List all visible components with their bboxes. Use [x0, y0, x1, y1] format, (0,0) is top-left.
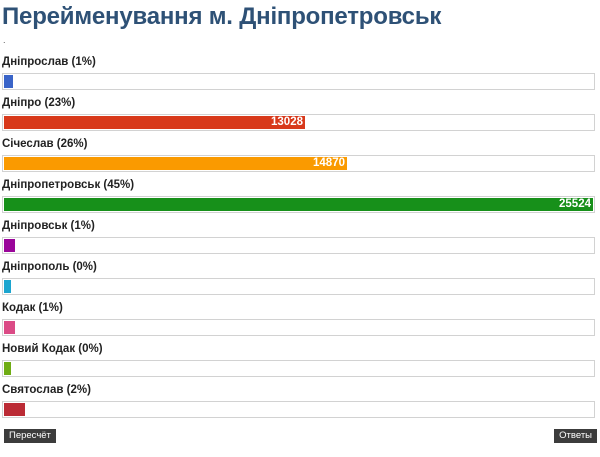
poll-option: Святослав (2%) [0, 384, 598, 425]
option-bar [4, 321, 15, 334]
option-vote-count: 13028 [271, 116, 303, 128]
answers-button[interactable]: Ответы [554, 429, 597, 443]
option-label: Дніпропетровськ (45%) [2, 179, 135, 191]
option-bar-track: 25524 [2, 196, 595, 213]
option-label: Дніпрослав (1%) [2, 56, 96, 68]
option-label: Кодак (1%) [2, 302, 63, 314]
option-bar: 25524 [4, 198, 593, 211]
option-bar [4, 403, 25, 416]
option-vote-count: 14870 [313, 157, 345, 169]
option-bar-track: 14870 [2, 155, 595, 172]
option-bar-track [2, 237, 595, 254]
option-bar-track [2, 319, 595, 336]
option-label: Січеслав (26%) [2, 138, 88, 150]
option-bar: 13028 [4, 116, 305, 129]
option-bar [4, 280, 11, 293]
option-bar-track [2, 401, 595, 418]
option-bar [4, 239, 15, 252]
poll-option: Січеслав (26%) 14870 [0, 138, 598, 179]
option-label: Новий Кодак (0%) [2, 343, 103, 355]
poll-results: Дніпрослав (1%) Дніпро (23%) 13028 Січес… [0, 56, 598, 425]
option-bar [4, 362, 11, 375]
option-bar [4, 75, 13, 88]
poll-option: Дніпровськ (1%) [0, 220, 598, 261]
poll-option: Новий Кодак (0%) [0, 343, 598, 384]
option-vote-count: 25524 [559, 198, 591, 210]
option-bar: 14870 [4, 157, 347, 170]
option-label: Дніпровськ (1%) [2, 220, 95, 232]
option-bar-track: 13028 [2, 114, 595, 131]
option-bar-track [2, 278, 595, 295]
recount-button[interactable]: Пересчёт [4, 429, 56, 443]
option-bar-track [2, 73, 595, 90]
poll-option: Дніпропетровськ (45%) 25524 [0, 179, 598, 220]
poll-option: Дніпрополь (0%) [0, 261, 598, 302]
option-label: Святослав (2%) [2, 384, 91, 396]
option-bar-track [2, 360, 595, 377]
poll-option: Дніпро (23%) 13028 [0, 97, 598, 138]
poll-option: Кодак (1%) [0, 302, 598, 343]
poll-title: Перейменування м. Дніпропетровськ [2, 3, 442, 30]
poll-option: Дніпрослав (1%) [0, 56, 598, 97]
poll-marker: . [3, 35, 6, 45]
option-label: Дніпро (23%) [2, 97, 76, 109]
option-label: Дніпрополь (0%) [2, 261, 97, 273]
